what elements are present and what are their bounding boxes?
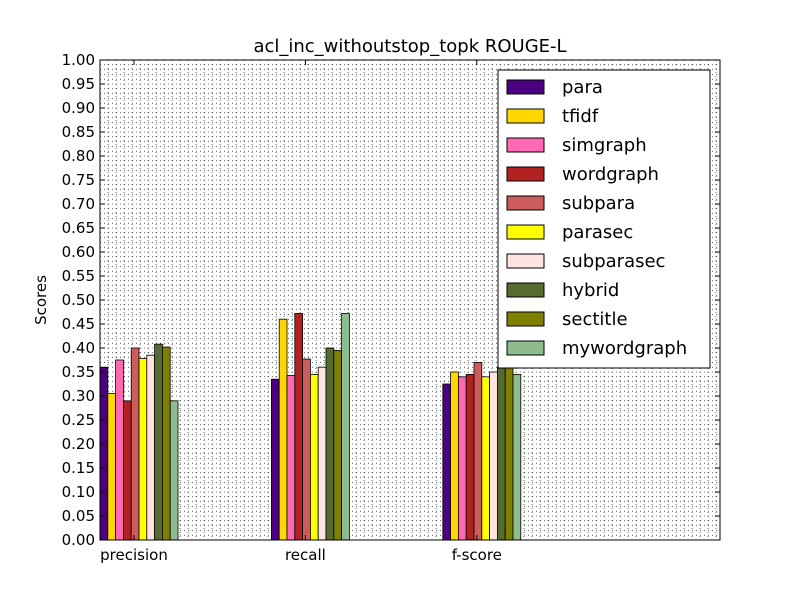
y-tick-label: 0.05 (62, 507, 95, 525)
legend-label-tfidf: tfidf (562, 106, 599, 127)
y-tick-label: 0.70 (62, 195, 95, 213)
y-axis-ticks: 0.00 0.05 0.10 0.15 0.20 0.25 0.30 0.35 0.40 0.45… (62, 51, 720, 549)
y-tick-label: 0.50 (62, 291, 95, 309)
legend-swatch-mywordgraph (506, 340, 545, 356)
bar-parasec-precision (138, 358, 148, 541)
x-tick-label-f-score: f-score (452, 546, 502, 564)
y-tick-label: 0.35 (62, 363, 95, 381)
y-tick-label: 1.00 (62, 51, 95, 69)
legend-swatch-para (506, 79, 545, 95)
x-tick-label-recall: recall (285, 546, 326, 564)
legend-swatch-wordgraph (506, 166, 545, 182)
y-tick-label: 0.00 (62, 531, 95, 549)
bar-para-precision (99, 366, 109, 541)
y-tick-label: 0.75 (62, 171, 95, 189)
y-tick-label: 0.40 (62, 339, 95, 357)
y-tick-label: 0.65 (62, 219, 95, 237)
y-tick-label: 0.55 (62, 267, 95, 285)
bar-subpara-precision (130, 347, 140, 541)
chart-title: acl_inc_withoutstop_topk ROUGE-L (253, 36, 566, 57)
legend-label-wordgraph: wordgraph (562, 164, 659, 185)
y-tick-label: 0.25 (62, 411, 95, 429)
bar-hybrid-precision (154, 343, 163, 541)
bar-hybrid-recall (325, 347, 335, 541)
bar-sectitle-f-score (504, 366, 514, 541)
legend-swatch-parasec (506, 224, 545, 240)
y-tick-label: 0.30 (62, 387, 95, 405)
bar-subparasec-recall (317, 366, 327, 541)
legend-swatch-tfidf (506, 108, 545, 124)
legend-label-sectitle: sectitle (562, 309, 628, 330)
legend-label-subpara: subpara (562, 193, 635, 214)
y-tick-label: 0.15 (62, 459, 95, 477)
y-tick-label: 0.45 (62, 315, 95, 333)
bar-mywordgraph-precision (169, 400, 179, 541)
legend-label-parasec: parasec (562, 222, 633, 243)
y-axis-label: Scores (32, 275, 50, 325)
y-tick-label: 0.20 (62, 435, 95, 453)
y-tick-label: 0.10 (62, 483, 95, 501)
bar-para-recall (270, 378, 280, 541)
bar-wordgraph-precision (123, 400, 132, 541)
y-tick-label: 0.95 (62, 75, 95, 93)
bar-mywordgraph-recall (341, 313, 350, 541)
x-axis-ticks: precision recall f-score (100, 60, 502, 564)
legend-label-mywordgraph: mywordgraph (562, 338, 687, 359)
legend-swatch-simgraph (506, 137, 545, 153)
bar-wordgraph-recall (294, 313, 303, 541)
bar-wordgraph-f-score (465, 373, 475, 541)
bar-hybrid-f-score (496, 366, 506, 541)
bar-simgraph-f-score (457, 376, 467, 541)
bar-mywordgraph-f-score (512, 373, 522, 541)
bar-subpara-f-score (473, 361, 483, 541)
x-tick-label-precision: precision (100, 546, 168, 564)
legend-label-subparasec: subparasec (562, 251, 665, 272)
y-tick-label: 0.85 (62, 123, 95, 141)
legend-swatch-sectitle (506, 311, 545, 327)
legend-label-para: para (562, 77, 603, 98)
legend-swatch-subparasec (506, 253, 545, 269)
legend-label-hybrid: hybrid (562, 280, 619, 301)
y-tick-label: 0.90 (62, 99, 95, 117)
bar-subparasec-precision (146, 354, 156, 541)
bar-tfidf-recall (278, 318, 288, 541)
legend-swatch-subpara (506, 195, 545, 211)
bar-sectitle-recall (333, 349, 342, 541)
legend-swatch-hybrid (506, 282, 545, 298)
bar-subpara-recall (302, 358, 311, 541)
bar-simgraph-recall (286, 374, 296, 541)
y-tick-label: 0.60 (62, 243, 95, 261)
bar-para-f-score (442, 383, 451, 541)
bar-parasec-f-score (481, 376, 490, 541)
bar-subparasec-f-score (489, 371, 498, 541)
legend-label-simgraph: simgraph (562, 135, 647, 156)
bars (99, 313, 522, 541)
bar-tfidf-precision (107, 393, 117, 541)
bar-tfidf-f-score (450, 371, 459, 541)
y-tick-label: 0.80 (62, 147, 95, 165)
bar-parasec-recall (309, 373, 319, 541)
legend: para tfidf simgraph wordgraph subpara parasec… (497, 69, 711, 369)
bar-sectitle-precision (161, 346, 171, 541)
bar-simgraph-precision (115, 359, 124, 541)
